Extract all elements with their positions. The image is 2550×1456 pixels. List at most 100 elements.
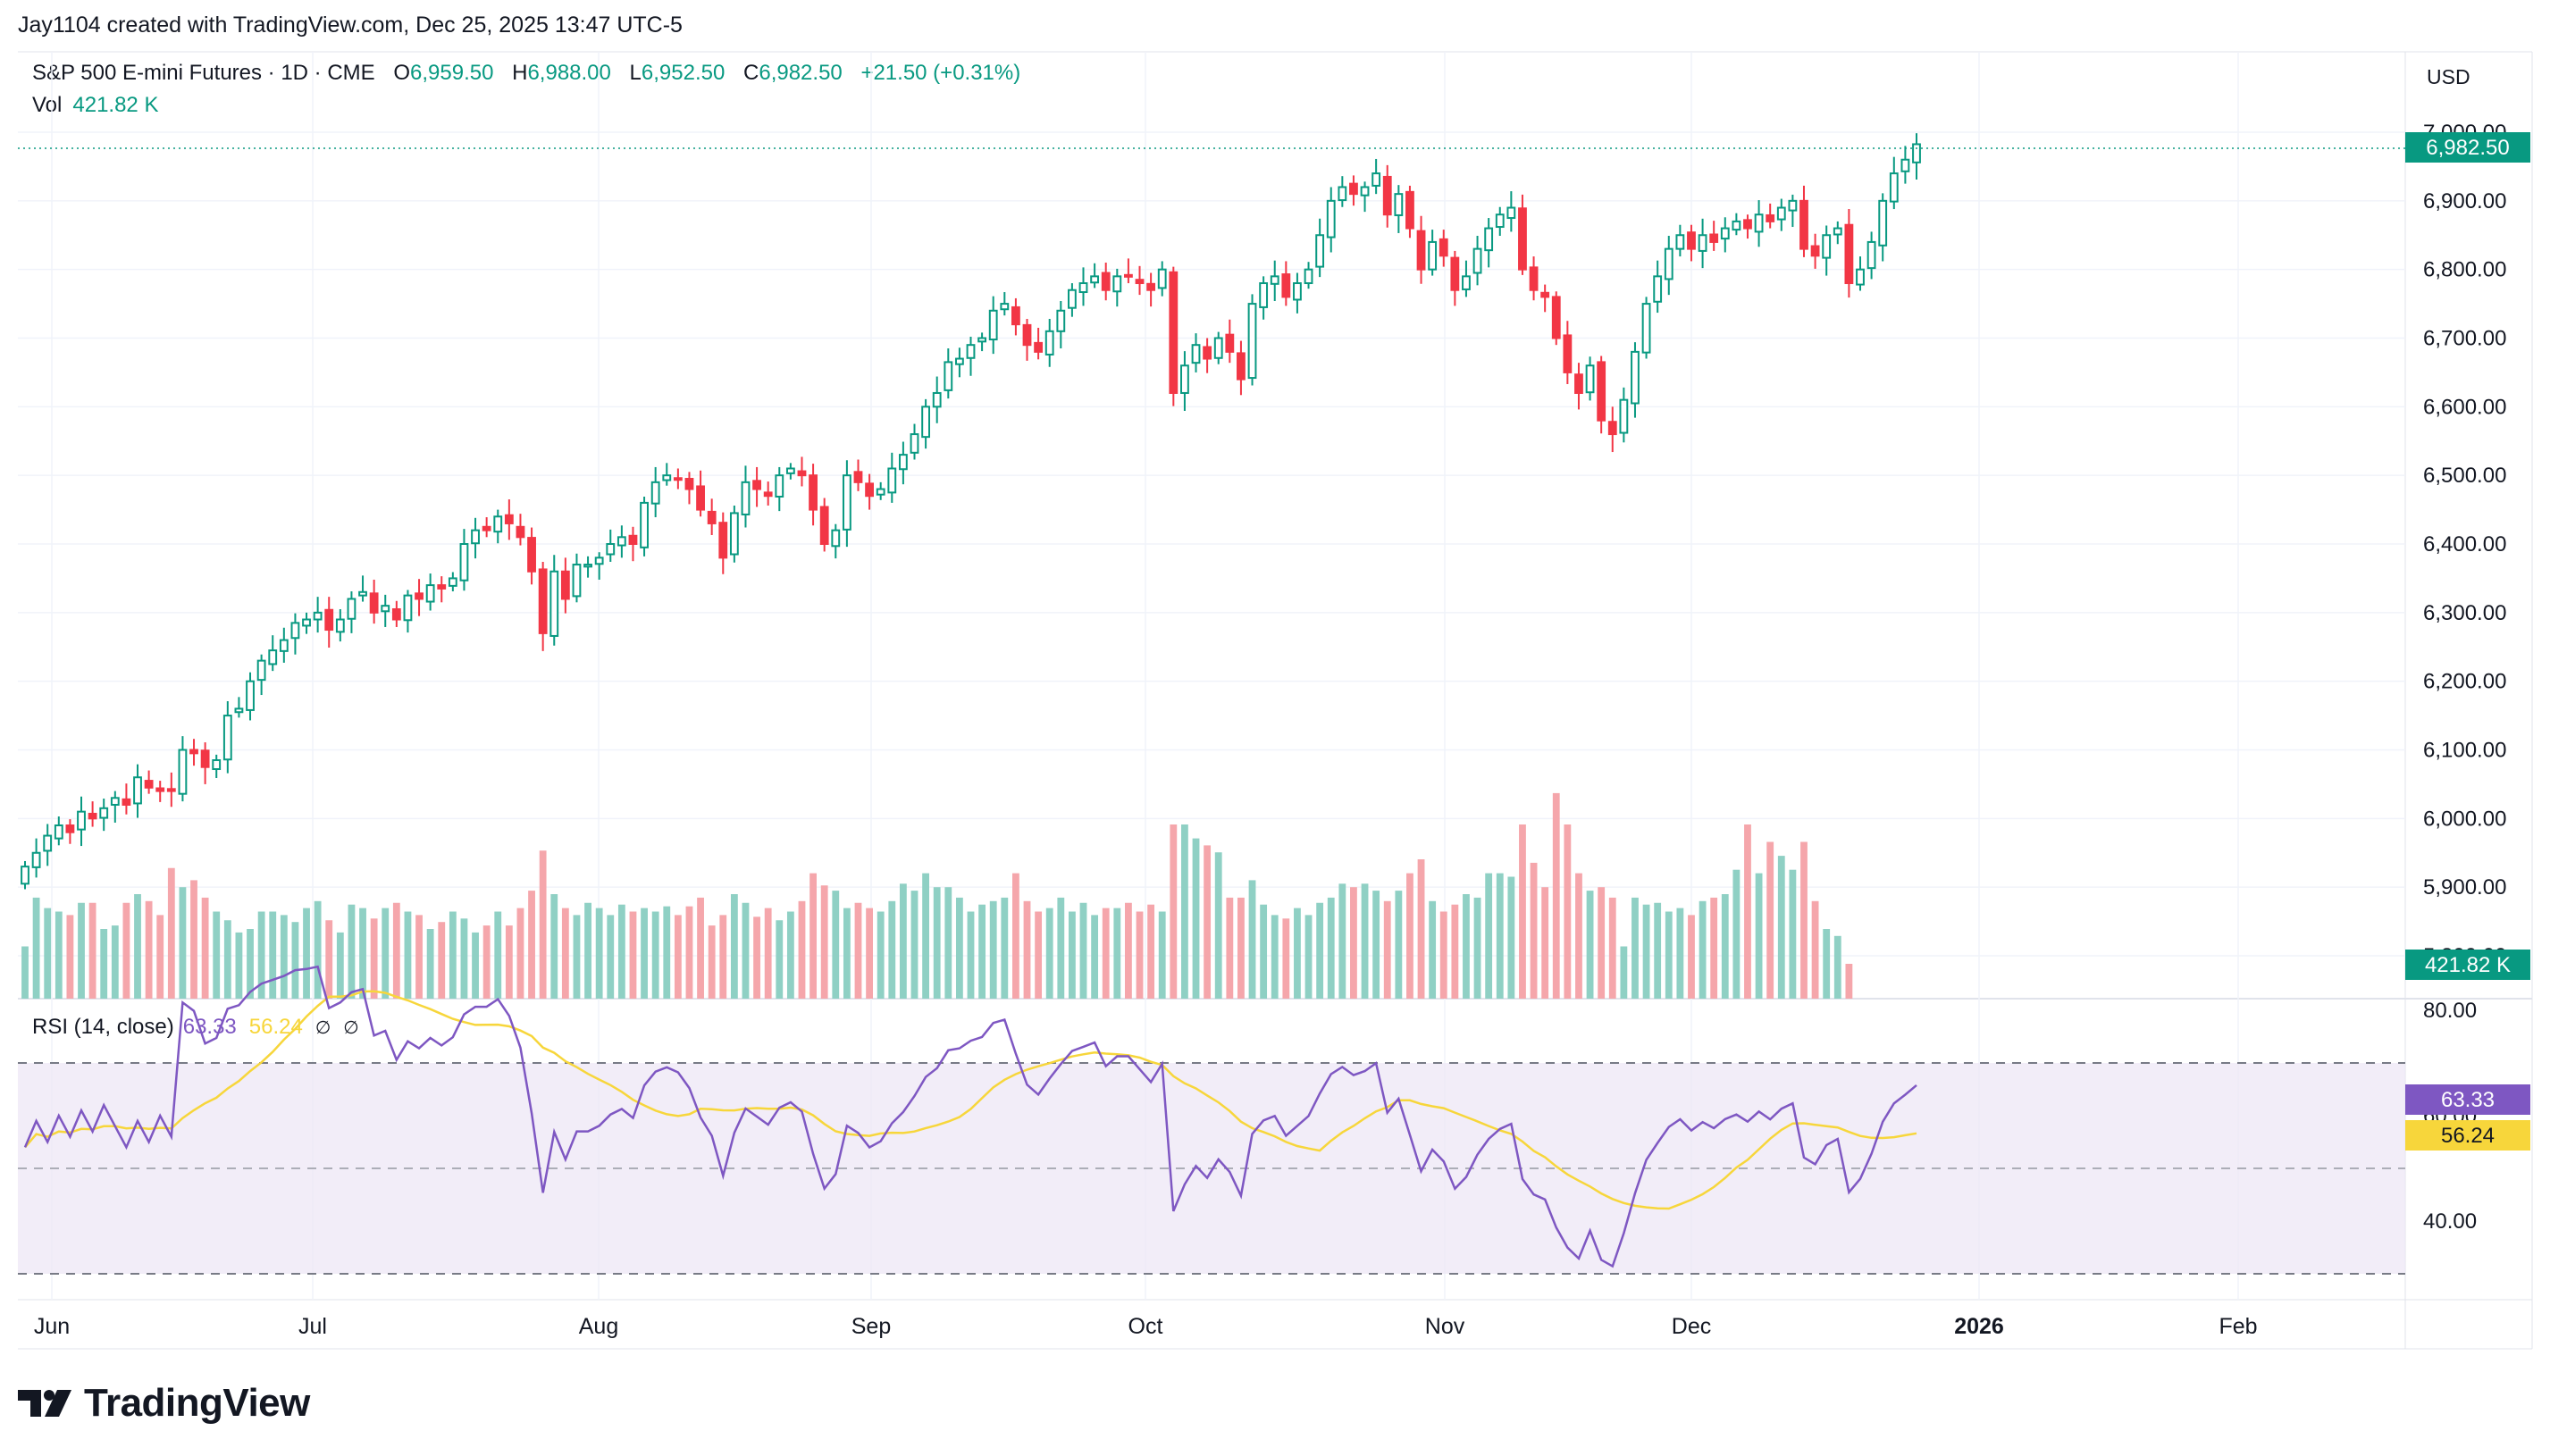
candle-body <box>1203 346 1212 360</box>
candle-body <box>1157 268 1167 289</box>
currency-label[interactable]: USD <box>2427 65 2470 88</box>
volume-bar <box>100 929 108 999</box>
candle-body <box>144 780 154 789</box>
volume-bar <box>303 908 310 999</box>
candle-body <box>43 834 53 852</box>
candle-body <box>178 749 188 795</box>
candle-body <box>1856 268 1865 286</box>
price-axis[interactable]: 7,000.00 6,900.00 6,800.00 6,700.00 6,600.00… <box>2423 121 2506 968</box>
volume-bar <box>1383 900 1391 999</box>
volume-bars <box>21 792 1853 999</box>
volume-bar <box>44 908 52 999</box>
rsi-axis[interactable]: 80.00 60.00 40.00 <box>2423 999 2477 1234</box>
candle-body <box>358 590 367 597</box>
candle-body <box>1416 230 1426 271</box>
volume-bar <box>1676 908 1684 999</box>
candle-body <box>1878 199 1888 247</box>
candle-body <box>718 522 728 559</box>
candle-body <box>819 506 829 546</box>
time-axis[interactable]: Jun Jul Aug Sep Oct Nov Dec 2026 Feb <box>34 1314 2258 1339</box>
candle-body <box>1034 341 1044 353</box>
volume-bar <box>663 906 671 999</box>
candle-body <box>1044 330 1054 356</box>
volume-bar <box>1631 897 1639 999</box>
price-tick-label: 6,700.00 <box>2423 327 2506 351</box>
candle-body <box>775 474 784 498</box>
candle-body <box>1462 275 1471 290</box>
rsi-tick-label: 60.00 <box>2423 1104 2477 1128</box>
low-value: 6,952.50 <box>641 61 726 85</box>
time-tick-label: Feb <box>2219 1314 2257 1339</box>
volume-bar <box>472 932 479 999</box>
volume-bar <box>989 900 997 999</box>
volume-bar <box>1204 845 1212 999</box>
candle-body <box>1912 143 1921 163</box>
rsi-ma-badge <box>2405 1120 2530 1151</box>
candles <box>21 133 1921 890</box>
symbol-legend[interactable]: S&P 500 E-mini Futures · 1D · CME O6,959… <box>32 61 1020 86</box>
rsi-legend[interactable]: RSI (14, close) 63.33 56.24 ∅ ∅ <box>32 1015 359 1040</box>
candle-body <box>1237 352 1246 381</box>
candle-body <box>1698 234 1707 252</box>
volume-bar <box>1372 891 1380 999</box>
candle-body <box>1866 240 1876 270</box>
volume-bar <box>1710 897 1718 999</box>
candle-body <box>1675 234 1685 250</box>
volume-bar <box>55 911 63 999</box>
candle-body <box>88 812 97 820</box>
tradingview-logo-text: TradingView <box>84 1381 310 1425</box>
volume-legend[interactable]: Vol 421.82 K <box>32 93 158 118</box>
volume-bar <box>967 911 975 999</box>
candle-body <box>1844 223 1854 285</box>
candle-body <box>122 798 131 806</box>
volume-bar <box>1271 915 1279 999</box>
candle-body <box>1597 361 1606 422</box>
candle-body <box>1607 421 1617 436</box>
candle-body <box>1371 172 1381 187</box>
candle-body <box>1078 282 1088 294</box>
rsi-tick-label: 40.00 <box>2423 1209 2477 1234</box>
volume-bar <box>516 908 524 999</box>
candle-body <box>1247 303 1257 380</box>
volume-bar <box>550 894 558 999</box>
candle-body <box>1563 334 1573 373</box>
volume-bar <box>1439 911 1447 999</box>
volume-bar <box>1192 838 1200 999</box>
candle-body <box>1405 190 1414 230</box>
volume-bar <box>1823 929 1831 999</box>
tradingview-logo[interactable]: TradingView <box>18 1381 310 1426</box>
volume-bar <box>179 887 187 999</box>
volume-bar <box>1395 891 1403 999</box>
volume-bar <box>595 908 603 999</box>
candle-body <box>1900 158 1910 172</box>
candle-body <box>391 607 401 621</box>
candle-body <box>1776 206 1786 221</box>
volume-bar <box>1023 900 1031 999</box>
volume-bar <box>1079 902 1087 999</box>
price-tick-label: 6,400.00 <box>2423 532 2506 556</box>
candle-body <box>707 510 717 524</box>
volume-bar <box>978 904 986 999</box>
candle-body <box>785 467 795 474</box>
candle-body <box>1428 240 1438 271</box>
volume-bar <box>426 929 434 999</box>
volume-bar <box>922 873 930 999</box>
volume-bar <box>730 894 738 999</box>
candle-body <box>549 570 559 637</box>
candle-body <box>1641 303 1651 354</box>
volume-bar <box>1417 859 1425 999</box>
candle-body <box>1068 289 1077 309</box>
volume-bar <box>404 911 412 999</box>
price-tick-label: 6,200.00 <box>2423 670 2506 694</box>
volume-bar <box>1541 887 1549 999</box>
candle-body <box>809 474 818 511</box>
candle-body <box>313 611 323 621</box>
volume-bar <box>1057 897 1065 999</box>
candle-body <box>1360 186 1370 197</box>
candle-body <box>1056 309 1066 332</box>
candle-body <box>865 482 874 498</box>
rsi-title: RSI (14, close) <box>32 1015 174 1039</box>
time-tick-label: Jun <box>34 1314 70 1339</box>
volume-bar <box>247 929 254 999</box>
